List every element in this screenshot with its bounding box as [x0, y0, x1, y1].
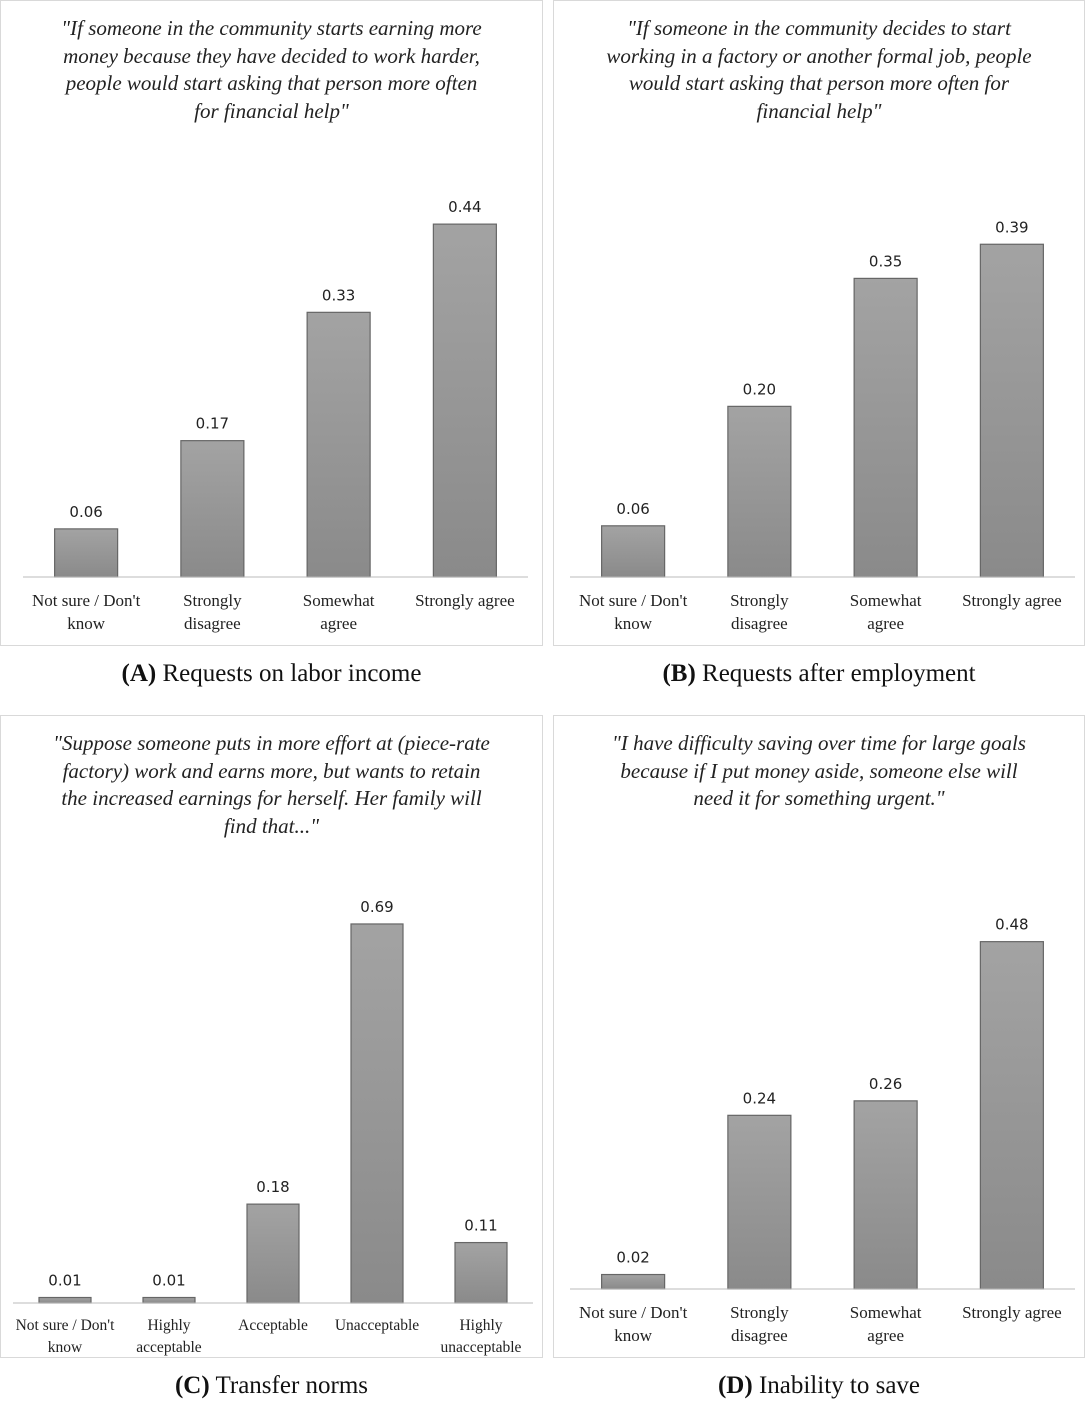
plot: 0.06 0.17 0.33 0.44 [23, 198, 528, 578]
bar [54, 528, 119, 578]
bar [979, 941, 1044, 1290]
bar [38, 1296, 92, 1304]
chart-title: "If someone in the community decides to … [606, 16, 1032, 123]
value-label: 0.44 [448, 198, 481, 216]
bar [454, 1241, 508, 1304]
x-tick-label: Not sure / Don't know [31, 591, 141, 633]
plot: 0.02 0.24 0.26 0.48 [570, 916, 1075, 1290]
x-tick-label: Somewhat agree [302, 591, 375, 633]
x-tick-label: Strongly agree [962, 1303, 1062, 1322]
value-label: 0.20 [743, 380, 776, 398]
value-label: 0.11 [464, 1217, 497, 1235]
value-label: 0.01 [48, 1272, 81, 1290]
plot: 0.06 0.20 0.35 0.39 [570, 218, 1075, 578]
chart-panel: "If someone in the community starts earn… [0, 0, 543, 646]
bar [979, 243, 1044, 578]
x-tick-label: Strongly disagree [730, 591, 789, 633]
panel-label: (C) [174, 1372, 210, 1399]
value-label: 0.18 [256, 1178, 289, 1196]
panel-label: (B) [662, 660, 696, 687]
bar [142, 1296, 196, 1304]
caption-text: Requests after employment [702, 660, 976, 687]
bar [180, 440, 245, 578]
caption: (A) Requests on labor income [0, 660, 543, 688]
x-tick-label: Not sure / Don't know [15, 1317, 115, 1356]
bar [853, 277, 918, 578]
bar [246, 1203, 300, 1304]
value-label: 0.26 [869, 1075, 902, 1093]
x-tick-label: Strongly agree [415, 591, 515, 610]
chart-panel: "If someone in the community decides to … [553, 0, 1085, 646]
x-tick-label: Somewhat agree [849, 1303, 922, 1345]
value-label: 0.01 [152, 1272, 185, 1290]
value-label: 0.06 [616, 500, 649, 518]
x-tick-label: Strongly agree [962, 591, 1062, 610]
bar [853, 1100, 918, 1290]
x-tick-label: Highly acceptable [136, 1317, 202, 1356]
caption-text: Requests on labor income [162, 660, 422, 687]
caption: (B) Requests after employment [553, 660, 1085, 688]
bar [601, 1273, 666, 1290]
panel-label: (A) [121, 660, 157, 687]
bar [601, 525, 666, 578]
caption: (D) Inability to save [553, 1372, 1085, 1400]
bar [432, 223, 497, 578]
chart-title: "Suppose someone puts in more effort at … [53, 731, 490, 838]
value-label: 0.02 [616, 1249, 649, 1267]
x-tick-label: Unacceptable [334, 1317, 420, 1334]
bar [727, 405, 792, 578]
x-tick-label: Acceptable [238, 1317, 308, 1334]
chart-panel: "I have difficulty saving over time for … [553, 715, 1085, 1358]
value-label: 0.24 [743, 1089, 776, 1107]
x-tick-label: Strongly disagree [730, 1303, 789, 1345]
value-label: 0.48 [995, 916, 1028, 934]
value-label: 0.39 [995, 218, 1028, 236]
x-tick-label: Not sure / Don't know [578, 1303, 688, 1345]
value-label: 0.06 [69, 503, 102, 521]
chart-panel: "Suppose someone puts in more effort at … [0, 715, 543, 1358]
panel-label: (D) [717, 1372, 753, 1399]
value-label: 0.33 [322, 286, 355, 304]
caption: (C) Transfer norms [0, 1372, 543, 1400]
chart-title: "If someone in the community starts earn… [61, 16, 482, 123]
x-tick-label: Not sure / Don't know [578, 591, 688, 633]
caption-text: Inability to save [758, 1372, 921, 1399]
x-tick-label: Highly unacceptable [440, 1317, 522, 1356]
caption-text: Transfer norms [215, 1372, 369, 1399]
value-label: 0.69 [360, 898, 393, 916]
chart-title: "I have difficulty saving over time for … [612, 731, 1026, 810]
value-label: 0.17 [196, 415, 229, 433]
x-tick-label: Strongly disagree [183, 591, 242, 633]
bar [350, 923, 404, 1304]
bar [727, 1114, 792, 1290]
bar [306, 311, 371, 578]
x-tick-label: Somewhat agree [849, 591, 922, 633]
value-label: 0.35 [869, 252, 902, 270]
plot: 0.01 0.01 0.18 0.69 0.11 [13, 898, 533, 1304]
